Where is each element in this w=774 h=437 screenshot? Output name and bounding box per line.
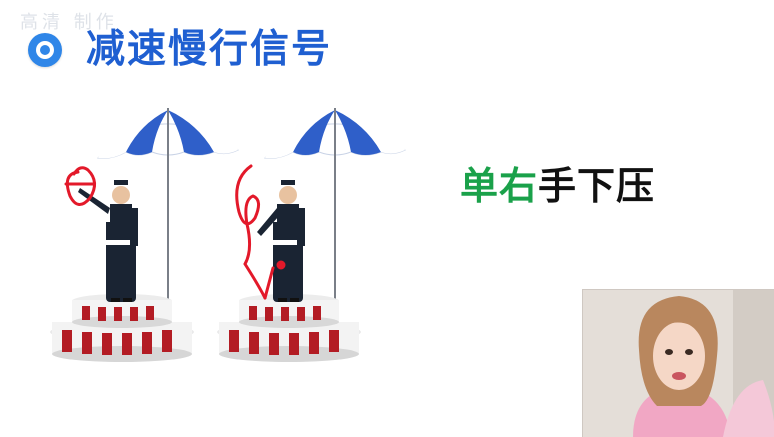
presenter-avatar [583, 290, 774, 437]
platform-icon [217, 294, 361, 362]
traffic-police-figure-1 [50, 108, 239, 362]
watermark: 高清 制作 [20, 12, 118, 33]
police-officer-icon [78, 178, 138, 302]
caption-highlight: 单右 [460, 164, 539, 208]
platform-icon [50, 294, 194, 362]
red-annotation-circle [64, 166, 96, 206]
umbrella-icon [96, 108, 239, 300]
presenter-video [582, 289, 774, 437]
police-officer-icon [257, 178, 305, 302]
title-row: 减速慢行信号 [28, 30, 332, 69]
red-annotation-arrow [235, 164, 286, 300]
gesture-caption: 单右手下压 [460, 167, 655, 205]
target-bullet-icon [28, 32, 62, 67]
slide-title: 减速慢行信号 [86, 27, 333, 72]
umbrella-icon [263, 108, 406, 300]
caption-rest: 手下压 [538, 164, 656, 208]
traffic-police-figure-2 [217, 108, 406, 362]
